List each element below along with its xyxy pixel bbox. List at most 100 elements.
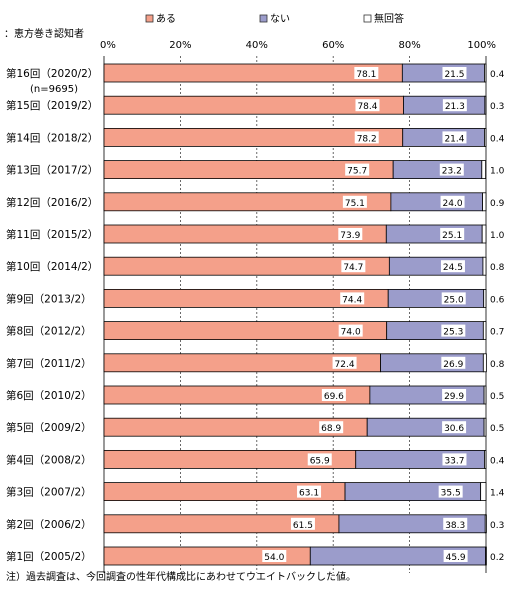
- value-label-2-8: 0.7: [490, 328, 504, 338]
- x-tick-label-3: 60%: [322, 40, 344, 51]
- value-label-2-7: 0.6: [490, 295, 505, 305]
- category-label-9: 第7回（2011/2）: [6, 357, 92, 370]
- value-label-bg-0-11: [319, 421, 344, 434]
- legend-label-0: ある: [156, 13, 176, 25]
- bar-2-10: [483, 385, 487, 405]
- value-label-0-8: 74.0: [341, 328, 361, 338]
- value-label-bg-0-10: [321, 389, 346, 401]
- value-label-0-10: 69.6: [324, 392, 344, 402]
- category-label-2: 第14回（2018/2）: [6, 131, 98, 144]
- bar-2-4: [482, 192, 487, 212]
- value-label-0-12: 65.9: [310, 456, 330, 466]
- value-label-2-1: 0.3: [490, 102, 504, 112]
- value-label-0-11: 68.9: [321, 424, 341, 434]
- value-label-bg-1-8: [441, 324, 466, 337]
- no-answer-labels: 0.4 0.3 0.4 1.0 0.9 1.0 0.8 0.6 0.7 0.8 0.5 0.5 0.4 1…: [490, 70, 505, 563]
- value-label-0-15: 54.0: [264, 553, 284, 563]
- value-label-bg-1-7: [441, 292, 466, 305]
- bar-1-4: [390, 192, 483, 212]
- value-label-2-2: 0.4: [490, 134, 505, 144]
- value-label-bg-0-2: [354, 131, 379, 144]
- value-label-1-3: 23.2: [442, 167, 462, 177]
- value-label-2-13: 1.4: [490, 489, 505, 499]
- bar-1-5: [385, 224, 483, 244]
- category-label-10: 第6回（2010/2）: [6, 389, 92, 402]
- value-label-bg-0-4: [342, 195, 367, 208]
- category-label-14: 第2回（2006/2）: [6, 518, 92, 531]
- value-label-0-14: 61.5: [293, 521, 313, 531]
- x-tick-label-4: 80%: [398, 40, 420, 51]
- value-label-0-3: 75.7: [347, 167, 367, 177]
- bar-2-3: [481, 160, 487, 180]
- value-label-2-12: 0.4: [490, 456, 505, 466]
- value-label-1-9: 26.9: [443, 360, 463, 370]
- value-label-2-14: 0.3: [490, 521, 504, 531]
- value-label-bg-1-5: [440, 228, 465, 240]
- legend-swatch-2: [363, 14, 372, 23]
- footnote: 注）過去調査は、今回調査の性年代構成比にあわせてウエイトバックした値。: [6, 570, 356, 583]
- category-label-12: 第4回（2008/2）: [6, 453, 92, 466]
- bar-1-10: [369, 385, 485, 405]
- value-label-bg-0-12: [307, 453, 332, 466]
- x-axis-ticks: 0% 20% 40% 60% 80% 100%: [100, 40, 496, 51]
- value-label-0-9: 72.4: [335, 360, 355, 370]
- value-label-bg-1-11: [442, 421, 467, 434]
- value-label-1-12: 33.7: [444, 456, 464, 466]
- value-label-0-5: 73.9: [340, 231, 360, 241]
- bar-1-11: [366, 417, 485, 437]
- value-label-bg-0-8: [338, 324, 363, 337]
- value-label-1-13: 35.5: [441, 489, 461, 499]
- category-label-1: 第15回（2019/2）: [6, 99, 98, 112]
- category-label-13: 第3回（2007/2）: [6, 486, 92, 499]
- x-tick-label-2: 40%: [246, 40, 268, 51]
- value-label-1-15: 45.9: [446, 553, 466, 563]
- bar-2-8: [482, 321, 487, 341]
- bar-2-2: [484, 127, 487, 147]
- bar-1-9: [380, 353, 484, 373]
- x-tick-label-5: 100%: [467, 40, 496, 51]
- x-tick-label-1: 20%: [169, 40, 191, 51]
- value-label-2-5: 1.0: [490, 231, 505, 241]
- value-label-0-0: 78.1: [356, 70, 376, 80]
- bar-2-9: [482, 353, 487, 373]
- legend-swatch-1: [259, 14, 268, 23]
- value-label-2-10: 0.5: [490, 392, 504, 402]
- bar-2-15: [485, 546, 487, 566]
- value-label-bg-0-3: [345, 163, 370, 176]
- bar-2-11: [483, 417, 487, 437]
- value-label-bg-0-14: [290, 517, 315, 530]
- value-label-2-4: 0.9: [490, 199, 505, 209]
- value-label-bg-1-15: [443, 550, 468, 562]
- category-sublabel-0: (n=9695): [30, 84, 78, 95]
- value-label-1-4: 24.0: [443, 199, 463, 209]
- value-label-2-11: 0.5: [490, 424, 504, 434]
- legend: ある ない 無回答: [145, 12, 404, 25]
- value-label-bg-1-14: [443, 517, 468, 530]
- legend-label-2: 無回答: [374, 12, 404, 25]
- value-label-bg-0-5: [338, 228, 363, 240]
- value-label-1-2: 21.4: [444, 134, 464, 144]
- category-label-0: 第16回（2020/2）: [6, 67, 98, 80]
- value-label-1-1: 21.3: [445, 102, 465, 112]
- value-label-2-3: 1.0: [490, 167, 505, 177]
- value-label-0-4: 75.1: [345, 199, 365, 209]
- category-label-15: 第1回（2005/2）: [6, 550, 92, 563]
- bar-2-6: [482, 256, 487, 276]
- legend-label-1: ない: [270, 13, 290, 25]
- value-label-bg-0-6: [341, 260, 366, 273]
- value-label-bg-0-13: [297, 485, 322, 498]
- value-label-bg-1-9: [441, 356, 466, 369]
- value-label-bg-1-6: [440, 260, 465, 273]
- category-label-8: 第8回（2012/2）: [6, 325, 92, 338]
- value-label-1-14: 38.3: [445, 521, 465, 531]
- value-label-bg-1-13: [438, 485, 463, 498]
- bars: 78.1 21.5 78.4 21.3 78.2 21.4 75.7 23.2 75.1 24.0…: [103, 63, 487, 566]
- value-label-bg-1-1: [442, 99, 467, 112]
- value-label-0-2: 78.2: [357, 134, 377, 144]
- category-labels: 第16回（2020/2） (n=9695) 第15回（2019/2） 第14回（201…: [6, 67, 98, 563]
- value-label-bg-0-1: [355, 99, 380, 112]
- bar-2-13: [480, 482, 487, 502]
- value-label-1-10: 29.9: [444, 392, 464, 402]
- value-label-1-6: 24.5: [443, 263, 463, 273]
